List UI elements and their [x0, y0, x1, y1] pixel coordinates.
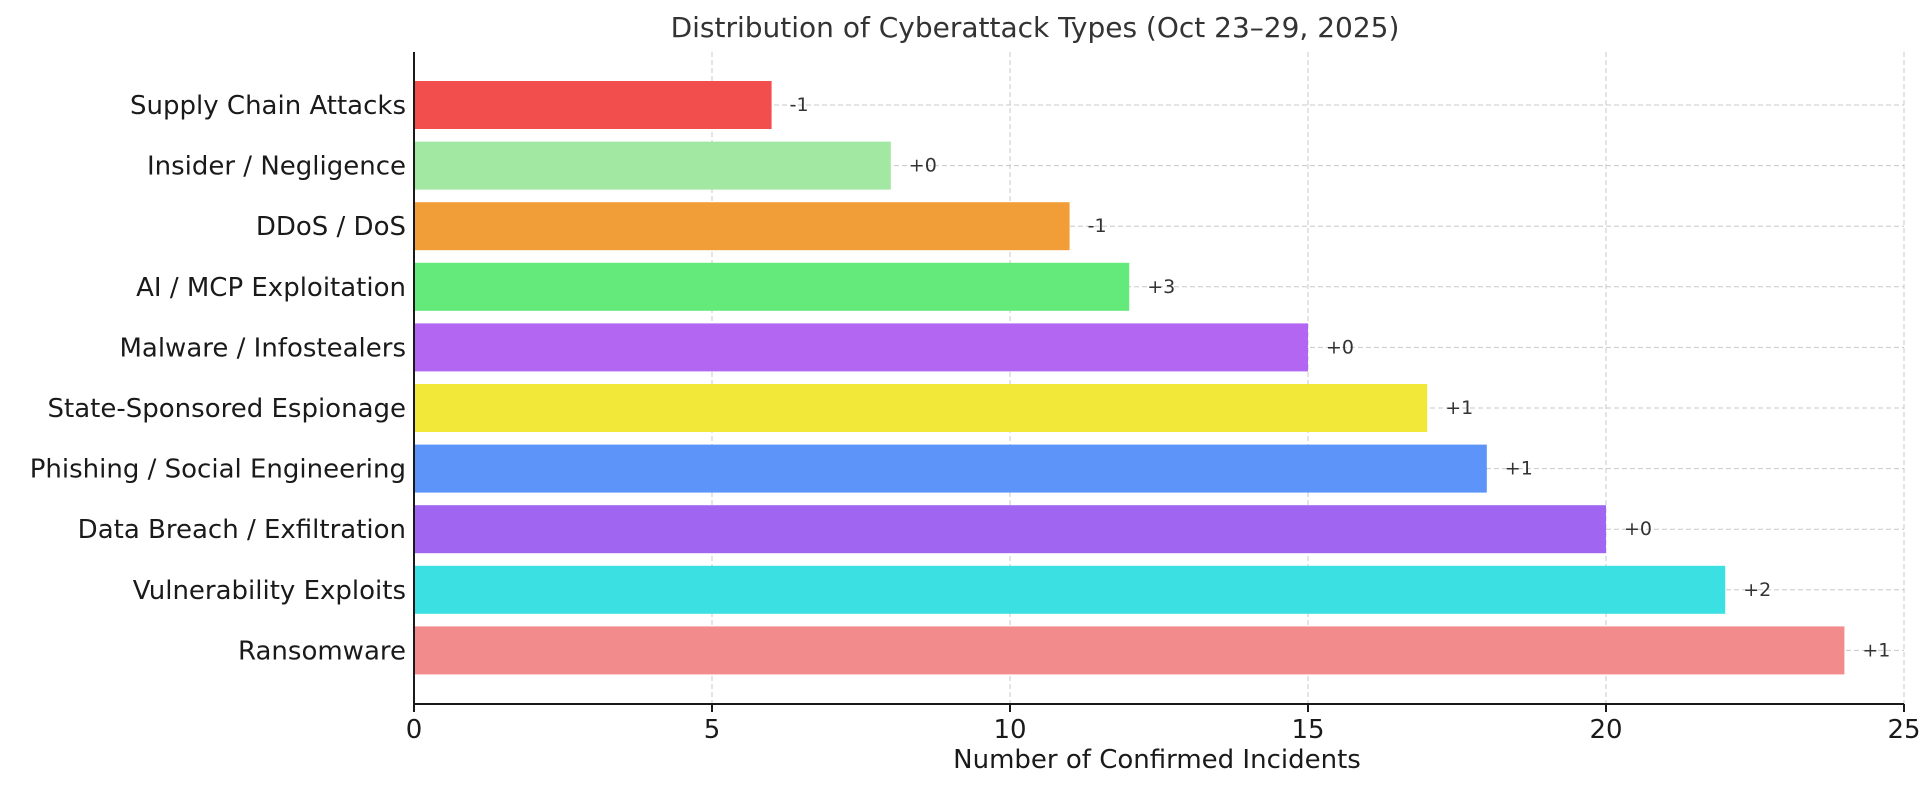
category-label: Data Breach / Exfiltration: [78, 515, 406, 545]
delta-label: +1: [1445, 397, 1473, 419]
category-label: Vulnerability Exploits: [133, 576, 406, 606]
delta-label: -1: [790, 94, 809, 116]
x-axis-ticks: 0 5 10 15 20 25: [406, 704, 1920, 745]
delta-labels: -1 +0 -1 +3 +0 +1 +1 +0 +2 +1: [790, 94, 1891, 661]
bar: [414, 202, 1070, 251]
bar: [414, 505, 1606, 554]
delta-label: -1: [1088, 215, 1107, 237]
bar: [414, 262, 1130, 311]
bar: [414, 323, 1308, 372]
chart-title: Distribution of Cyberattack Types (Oct 2…: [671, 11, 1400, 44]
x-tick-label: 20: [1589, 715, 1622, 745]
bar: [414, 141, 891, 190]
delta-label: +0: [1326, 336, 1354, 358]
category-label: Malware / Infostealers: [119, 333, 406, 363]
category-label: AI / MCP Exploitation: [136, 273, 406, 303]
x-tick-label: 15: [1291, 715, 1324, 745]
category-labels: Supply Chain Attacks Insider / Negligence…: [30, 91, 406, 666]
category-label: Supply Chain Attacks: [130, 91, 406, 121]
category-label: Ransomware: [238, 636, 406, 666]
delta-label: +1: [1505, 458, 1533, 480]
bar: [414, 444, 1487, 493]
bars: [414, 81, 1845, 675]
x-tick-label: 25: [1887, 715, 1920, 745]
x-tick-label: 5: [704, 715, 721, 745]
delta-label: +1: [1862, 639, 1890, 661]
delta-label: +2: [1743, 579, 1771, 601]
delta-label: +3: [1147, 276, 1175, 298]
x-tick-label: 10: [993, 715, 1026, 745]
category-label: Phishing / Social Engineering: [30, 455, 406, 485]
x-tick-label: 0: [406, 715, 423, 745]
bar: [414, 626, 1845, 675]
bar: [414, 81, 772, 129]
category-label: Insider / Negligence: [147, 152, 406, 182]
delta-label: +0: [909, 155, 937, 177]
x-axis-label: Number of Confirmed Incidents: [953, 745, 1361, 775]
delta-label: +0: [1624, 518, 1652, 540]
bar: [414, 565, 1726, 614]
bar: [414, 384, 1428, 432]
category-label: State-Sponsored Espionage: [48, 394, 406, 424]
category-label: DDoS / DoS: [256, 212, 406, 242]
